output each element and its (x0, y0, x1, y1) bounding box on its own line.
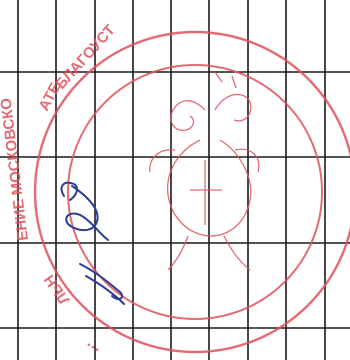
handwritten-signature (60, 181, 125, 305)
svg-text:ЕНИЕ МОСКОВСКО: ЕНИЕ МОСКОВСКО (0, 97, 32, 242)
grid-vertical-lines (17, 0, 326, 360)
grid-horizontal-lines (0, 71, 350, 329)
svg-text:…: … (81, 339, 102, 360)
eagle-emblem-icon (149, 71, 260, 271)
stamp-inner-ring (67, 64, 323, 320)
stamp-outer-ring (33, 30, 350, 354)
